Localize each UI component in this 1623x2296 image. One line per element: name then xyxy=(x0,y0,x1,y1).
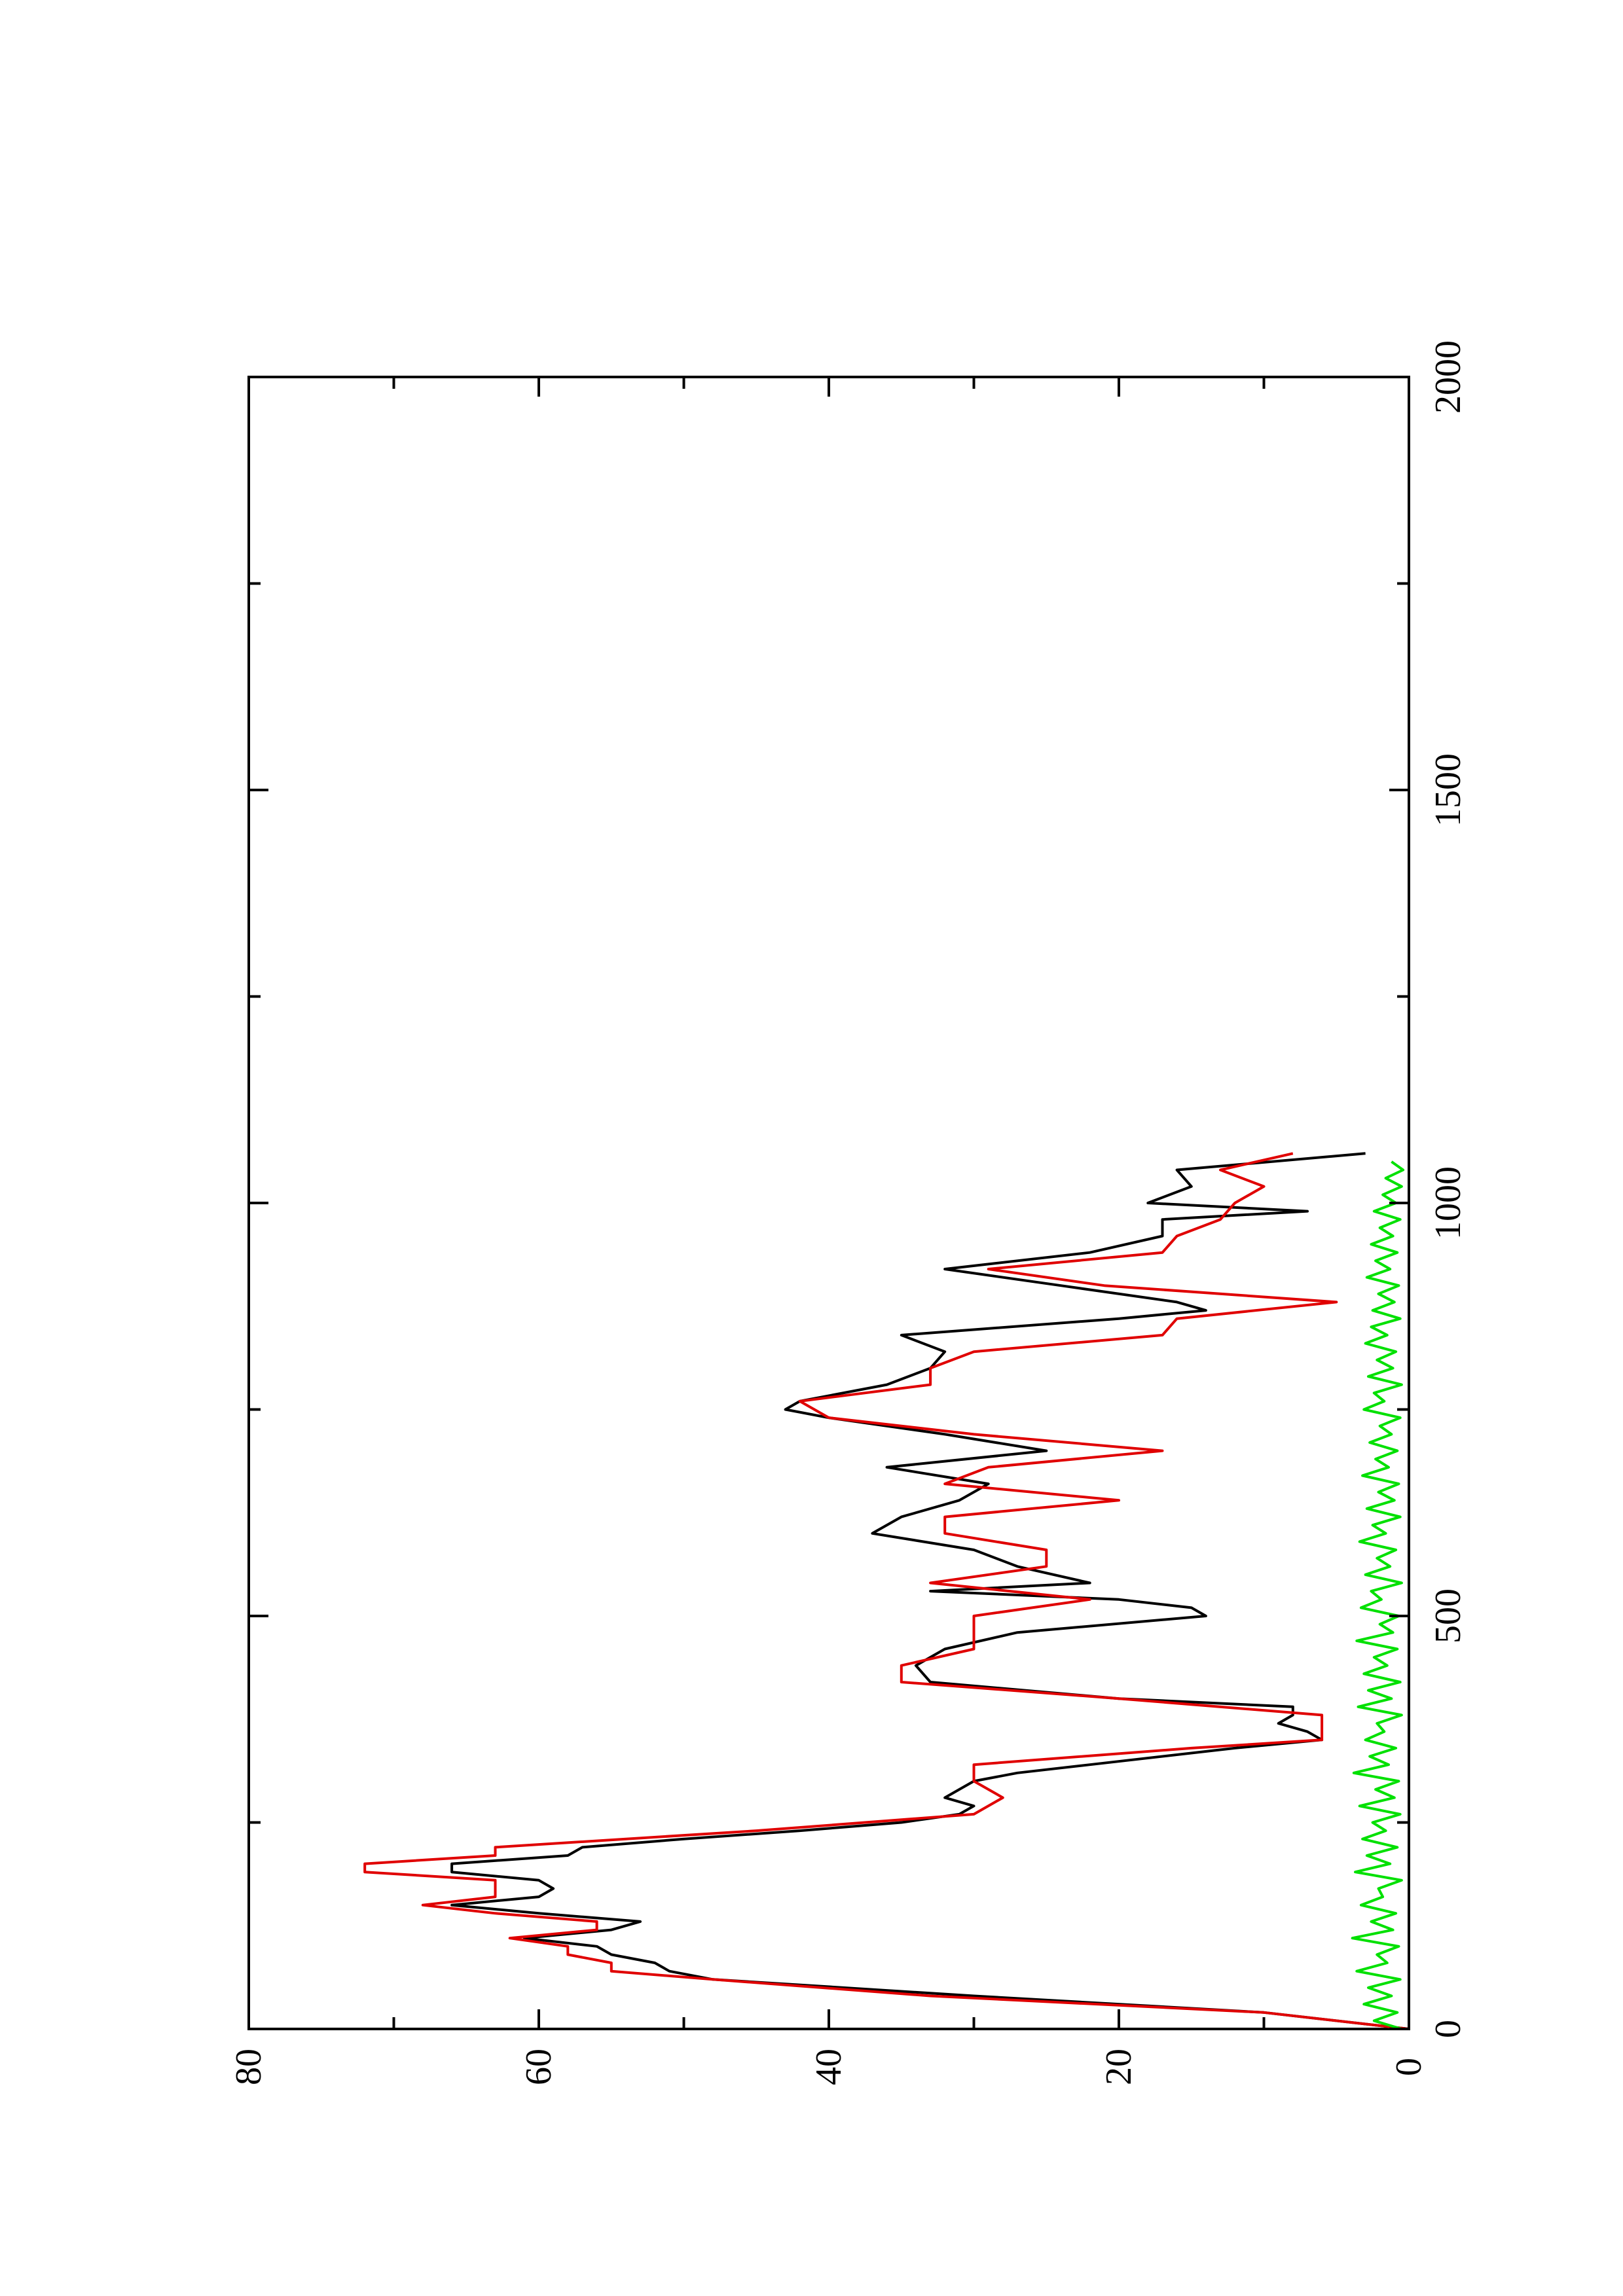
x-tick-label: 1000 xyxy=(1428,1166,1468,1240)
label-layer: 0 500 1000 1500 2000 0 20 40 60 80 xyxy=(228,340,1468,2085)
y-tick-label: 0 xyxy=(1389,2058,1429,2076)
x-tick-label: 2000 xyxy=(1428,340,1468,414)
y-tick-label: 80 xyxy=(228,2049,269,2085)
series-line-1 xyxy=(450,1152,1410,2030)
x-tick-label: 0 xyxy=(1428,2020,1468,2038)
series-layer xyxy=(363,1152,1410,2030)
y-tick-label: 40 xyxy=(809,2049,849,2085)
x-tick-label: 1500 xyxy=(1428,753,1468,827)
x-tick-label: 500 xyxy=(1428,1588,1468,1643)
series-line-3 xyxy=(1351,1160,1405,2030)
series-line-2 xyxy=(363,1152,1410,2030)
y-tick-label: 60 xyxy=(519,2049,559,2085)
tick-layer xyxy=(247,376,1410,2030)
y-tick-label: 20 xyxy=(1099,2049,1139,2085)
